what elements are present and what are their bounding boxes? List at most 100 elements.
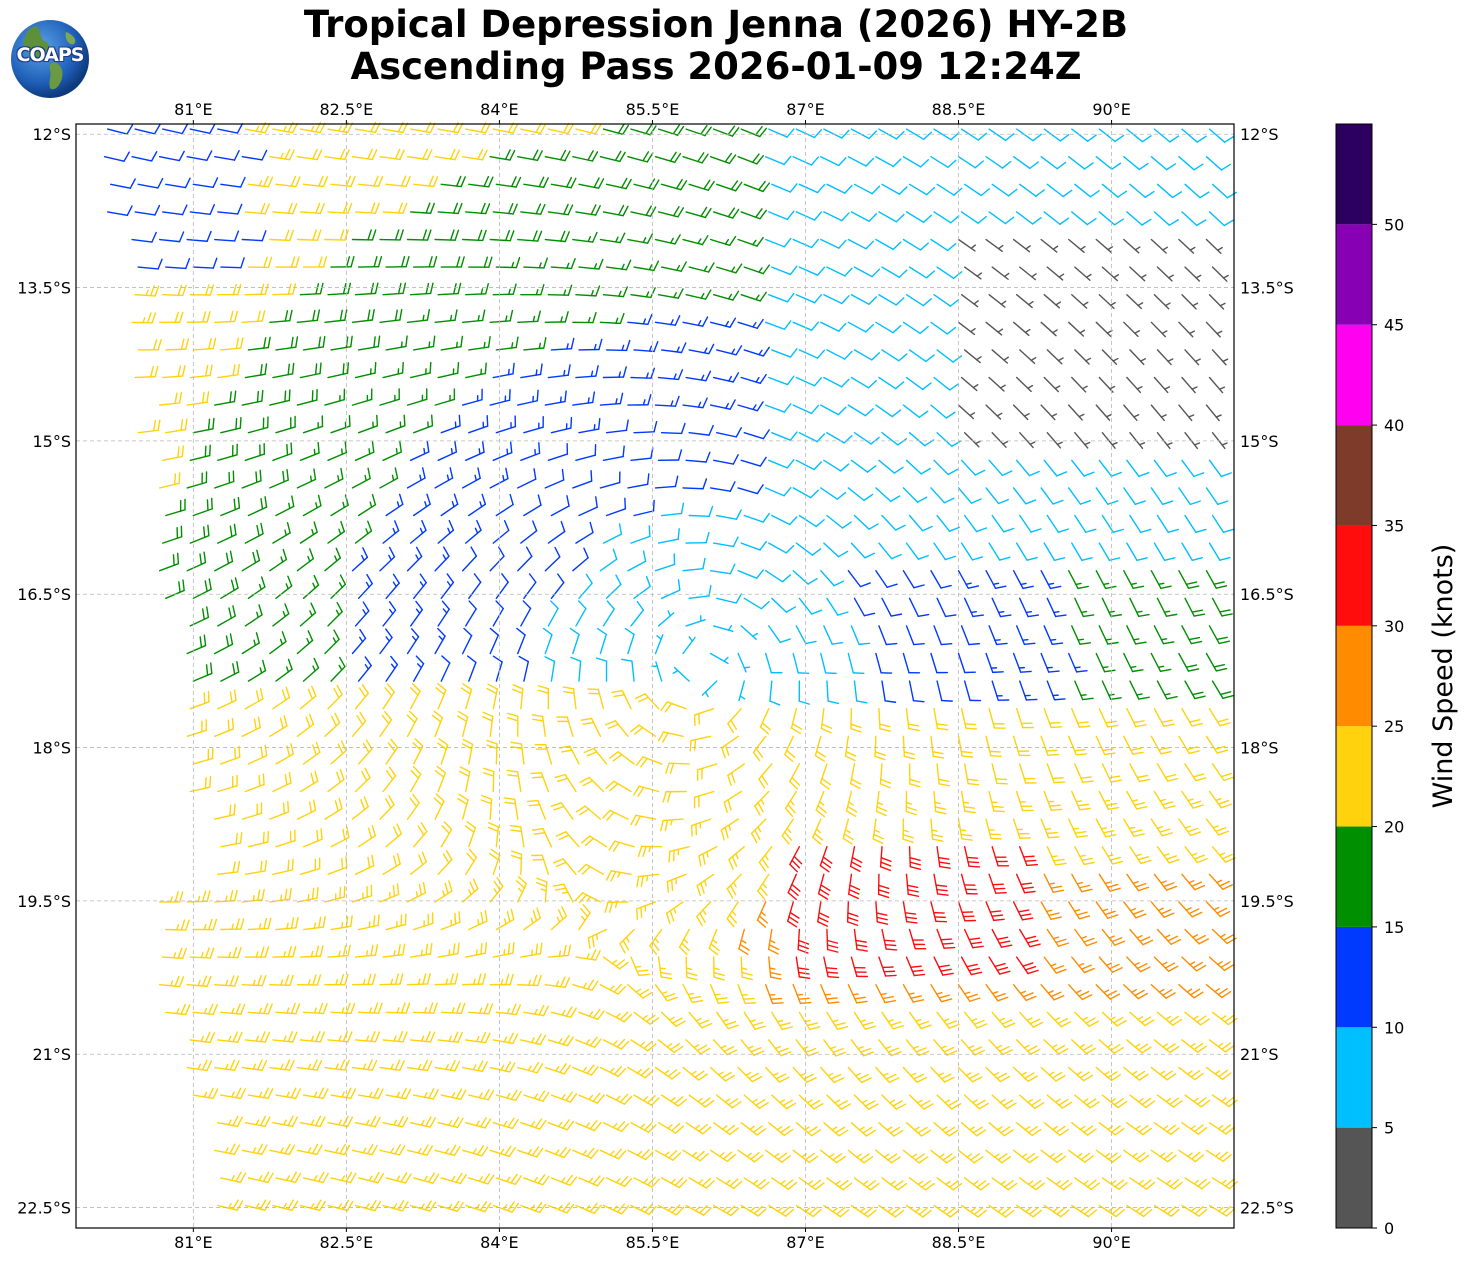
- wind-barb: [1181, 1122, 1208, 1135]
- lat-tick-label-right: 16.5°S: [1240, 585, 1294, 604]
- wind-barb: [712, 1122, 739, 1136]
- wind-barb: [406, 148, 433, 161]
- wind-barb: [296, 388, 318, 406]
- wind-barb: [716, 509, 742, 520]
- wind-barb: [435, 682, 447, 710]
- wind-barb: [933, 1204, 960, 1218]
- wind-barb: [991, 1177, 1018, 1191]
- wind-barb: [1015, 1039, 1041, 1055]
- wind-barb: [1068, 487, 1091, 505]
- wind-barb: [1019, 680, 1038, 701]
- wind-barb: [1015, 376, 1034, 393]
- wind-barb: [1068, 818, 1089, 838]
- wind-barb: [327, 520, 345, 544]
- wind-barb: [957, 404, 976, 420]
- wind-barb: [657, 610, 675, 627]
- wind-barb: [798, 1011, 821, 1031]
- wind-barb: [823, 376, 850, 388]
- wind-barb: [547, 520, 566, 544]
- wind-barb: [764, 652, 783, 674]
- wind-barb: [633, 1094, 660, 1106]
- colorbar-frame: [1335, 123, 1373, 1229]
- wind-barb: [1126, 211, 1152, 226]
- wind-barb: [302, 916, 326, 931]
- title-line-2: Ascending Pass 2026-01-09 12:24Z: [350, 45, 1082, 88]
- wind-barb: [572, 231, 598, 243]
- wind-barb: [727, 763, 745, 786]
- wind-barb: [784, 790, 798, 817]
- wind-barb: [991, 1094, 1017, 1110]
- wind-barb: [437, 202, 463, 215]
- wind-barb: [712, 956, 725, 981]
- wind-barb: [1095, 238, 1114, 254]
- wind-barb: [385, 255, 410, 268]
- wind-barb: [406, 881, 427, 903]
- wind-barb: [1156, 1177, 1183, 1190]
- wind-barb: [437, 942, 460, 958]
- wind-barb: [688, 584, 712, 600]
- wind-barb: [461, 309, 486, 324]
- wind-barb: [1043, 542, 1066, 561]
- wind-barb: [1178, 404, 1195, 422]
- wind-barb: [520, 520, 538, 544]
- wind-barb: [406, 710, 418, 738]
- wind-barb: [578, 904, 591, 931]
- wind-barb: [1156, 183, 1183, 199]
- wind-barb: [492, 1032, 519, 1045]
- wind-barb: [1071, 542, 1093, 562]
- wind-barb: [696, 763, 718, 781]
- wind-barb: [192, 1087, 219, 1100]
- colorbar-tick-label: 50: [1384, 215, 1404, 234]
- wind-barb: [465, 202, 491, 215]
- wind-barb: [1046, 928, 1070, 947]
- wind-barb: [434, 388, 456, 406]
- wind-barb: [1095, 156, 1122, 170]
- wind-barb: [461, 878, 479, 903]
- wind-barb: [1181, 211, 1207, 227]
- wind-barb: [579, 776, 605, 793]
- wind-barb: [701, 680, 718, 698]
- wind-barb: [872, 818, 885, 844]
- wind-barb: [988, 211, 1015, 225]
- wind-barb: [517, 389, 539, 406]
- wind-barb: [1015, 542, 1038, 561]
- wind-barb: [434, 546, 450, 572]
- wind-barb: [654, 395, 680, 407]
- wind-barb: [936, 763, 951, 787]
- wind-barb: [492, 1117, 519, 1130]
- wind-barb: [716, 593, 743, 604]
- wind-barb: [1068, 321, 1086, 337]
- wind-barb: [330, 414, 351, 434]
- wind-barb: [627, 313, 653, 325]
- wind-barb: [1040, 652, 1060, 673]
- wind-barb: [1126, 128, 1152, 143]
- wind-barb: [241, 1059, 268, 1071]
- wind-barb: [820, 156, 847, 167]
- wind-barb: [272, 442, 293, 462]
- wind-barb: [1040, 404, 1058, 421]
- wind-barb: [847, 321, 875, 333]
- wind-barb: [302, 1171, 329, 1184]
- wind-barb: [158, 311, 184, 324]
- wind-barb: [630, 600, 645, 627]
- wind-barb: [572, 547, 589, 572]
- wind-barb: [1211, 349, 1229, 366]
- wind-barb: [716, 427, 743, 438]
- wind-barb: [820, 238, 847, 249]
- wind-barb: [878, 625, 898, 646]
- wind-barb: [379, 794, 395, 820]
- colorbar-tick-label: 30: [1384, 617, 1404, 636]
- wind-barb: [963, 266, 983, 280]
- wind-barb: [189, 284, 215, 296]
- wind-barb: [518, 655, 530, 682]
- wind-barb: [1211, 597, 1233, 617]
- wind-barb: [189, 524, 210, 544]
- wind-barb: [158, 472, 181, 489]
- wind-barb: [768, 459, 795, 469]
- wind-barb: [1208, 459, 1232, 478]
- wind-barb: [460, 683, 473, 710]
- wind-barb: [269, 974, 294, 986]
- wind-barb: [905, 211, 933, 223]
- wind-barb: [875, 321, 902, 334]
- wind-barb: [214, 1143, 241, 1156]
